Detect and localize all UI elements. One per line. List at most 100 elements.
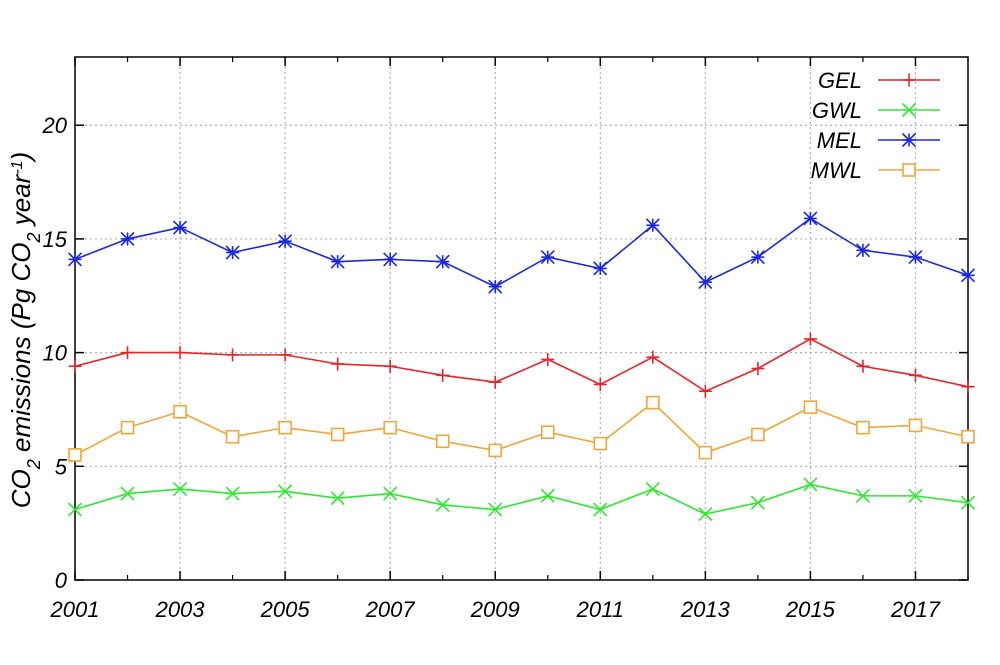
- data-point-mwl: [593, 436, 608, 451]
- legend-item-mwl: MWL: [811, 158, 940, 183]
- legend-marker: [902, 73, 916, 87]
- data-point-mwl: [383, 420, 397, 435]
- y-axis-title-suffix: ): [6, 152, 36, 164]
- series-mwl: [68, 395, 975, 462]
- data-point-mwl: [330, 427, 345, 442]
- series-line-mwl: [74, 401, 969, 456]
- grid: [75, 57, 968, 580]
- x-tick-label: 2005: [260, 597, 311, 622]
- y-axis-title-sub1: 2: [24, 459, 44, 470]
- data-point-gwl: [67, 502, 83, 517]
- data-point-mwl: [751, 427, 765, 442]
- y-axis-ticks: 0 5 10 15 20: [42, 113, 968, 593]
- data-point-mel: [698, 275, 713, 290]
- legend: GEL GWL MEL MWL: [811, 68, 940, 183]
- data-point-mel: [225, 245, 240, 260]
- data-point-gel: [383, 359, 397, 373]
- y-tick-label: 15: [43, 227, 68, 252]
- data-point-gel: [173, 346, 187, 360]
- data-point-gwl: [120, 486, 135, 501]
- data-point-gel: [908, 368, 922, 382]
- y-axis-title-sup: -1: [9, 160, 26, 174]
- legend-item-mel: MEL: [817, 128, 940, 153]
- data-point-gel: [961, 380, 975, 394]
- data-point-gwl: [593, 502, 608, 517]
- data-point-gwl: [488, 502, 503, 517]
- data-point-gel: [331, 357, 345, 371]
- data-point-mwl: [225, 429, 240, 444]
- x-tick-label: 2017: [890, 597, 941, 622]
- data-point-mel: [383, 252, 398, 267]
- y-tick-label: 10: [43, 341, 68, 366]
- data-point-gwl: [750, 495, 765, 510]
- data-point-gwl: [172, 481, 188, 497]
- series-mel: [67, 211, 976, 294]
- data-point-gwl: [435, 497, 450, 513]
- data-point-mwl: [278, 420, 292, 435]
- data-point-gwl: [803, 477, 818, 492]
- data-point-mel: [750, 250, 765, 265]
- data-point-gwl: [225, 486, 240, 501]
- data-point-mwl: [173, 404, 187, 419]
- data-point-mel: [67, 252, 83, 267]
- x-tick-label: 2013: [680, 597, 731, 622]
- data-point-gel: [226, 348, 240, 362]
- legend-marker: [902, 163, 916, 177]
- series-gel: [68, 332, 975, 398]
- legend-marker: [901, 132, 917, 148]
- data-point-mel: [120, 231, 135, 246]
- data-point-mel: [172, 220, 188, 235]
- legend-marker: [901, 102, 917, 118]
- data-point-mel: [645, 218, 660, 233]
- legend-label: GEL: [818, 68, 862, 93]
- data-point-gwl: [330, 491, 345, 506]
- x-tick-label: 2007: [365, 597, 416, 622]
- data-point-mel: [435, 254, 450, 269]
- data-point-mel: [593, 261, 608, 276]
- data-point-gel: [541, 352, 555, 366]
- data-point-gel: [436, 368, 450, 382]
- x-tick-label: 2001: [50, 597, 100, 622]
- data-point-gel: [593, 377, 607, 391]
- data-point-gel: [698, 384, 712, 398]
- series-line-gel: [74, 338, 969, 393]
- x-tick-label: 2011: [576, 597, 624, 622]
- y-axis-title: CO2 emissions (Pg CO2 year-1): [6, 152, 44, 508]
- y-tick-label: 20: [42, 113, 68, 138]
- data-point-mel: [908, 250, 923, 265]
- legend-label: GWL: [812, 98, 862, 123]
- y-axis-title-sub2: 2: [24, 232, 44, 243]
- data-point-gwl: [540, 488, 555, 503]
- y-axis-title-mid2: year: [6, 173, 36, 232]
- x-axis-ticks: 2001 2003 2005 2007 2009 2011 2013 2015 2017: [50, 57, 969, 622]
- data-point-gel: [646, 350, 660, 364]
- data-point-gel: [751, 362, 765, 376]
- data-point-mwl: [646, 395, 660, 410]
- data-point-mel: [960, 268, 976, 283]
- data-point-gwl: [908, 488, 923, 503]
- series-line-mel: [74, 217, 969, 288]
- data-point-gwl: [855, 488, 871, 503]
- data-point-mel: [803, 211, 818, 226]
- data-point-mel: [488, 279, 503, 294]
- x-tick-label: 2015: [785, 597, 836, 622]
- legend-label: MEL: [817, 128, 862, 153]
- data-point-gel: [121, 346, 135, 360]
- data-point-gel: [278, 348, 292, 362]
- legend-item-gwl: GWL: [812, 98, 940, 123]
- data-point-mwl: [120, 420, 135, 435]
- x-tick-label: 2009: [470, 597, 520, 622]
- data-point-mwl: [856, 420, 870, 435]
- data-point-gwl: [960, 495, 976, 510]
- data-point-mel: [278, 234, 293, 249]
- data-point-mel: [855, 243, 871, 258]
- series-layer: [67, 211, 976, 522]
- series-line-gwl: [74, 483, 969, 515]
- data-point-gel: [68, 359, 82, 373]
- data-point-gel: [488, 375, 502, 389]
- legend-item-gel: GEL: [818, 68, 940, 93]
- data-point-mwl: [435, 434, 450, 449]
- data-point-mwl: [488, 443, 503, 458]
- series-gwl: [67, 477, 976, 522]
